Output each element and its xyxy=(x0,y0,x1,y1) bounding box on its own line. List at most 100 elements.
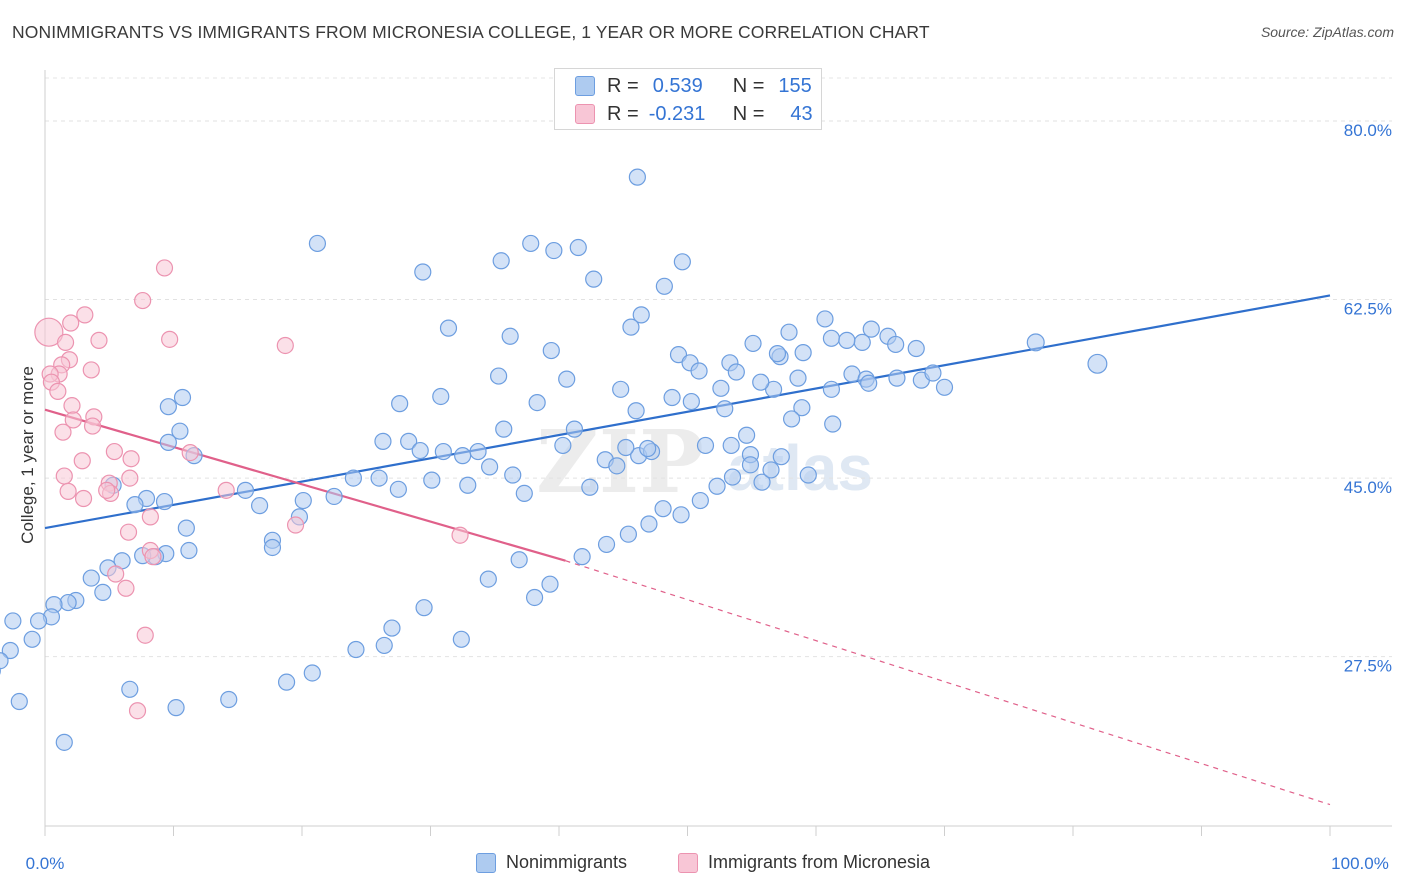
point-nonimmigrants xyxy=(824,415,842,433)
point-nonimmigrants xyxy=(423,471,441,489)
point-nonimmigrants xyxy=(581,478,599,496)
point-nonimmigrants xyxy=(1026,333,1045,352)
stats-box: R = 0.539 N = 155 R = -0.231 N = 43 xyxy=(554,68,822,130)
point-nonimmigrants xyxy=(490,367,508,385)
point-nonimmigrants xyxy=(495,420,513,438)
point-nonimmigrants xyxy=(741,456,760,474)
point-nonimmigrants xyxy=(744,334,762,353)
point-nonimmigrants xyxy=(723,468,742,486)
point-nonimmigrants xyxy=(738,426,756,444)
point-nonimmigrants xyxy=(627,402,645,420)
point-nonimmigrants xyxy=(23,630,41,648)
point-micronesia xyxy=(134,291,152,310)
point-nonimmigrants xyxy=(612,380,630,398)
point-micronesia xyxy=(76,306,94,324)
point-nonimmigrants xyxy=(708,477,726,495)
point-nonimmigrants xyxy=(155,492,174,511)
point-micronesia xyxy=(181,443,199,462)
trend-line-micronesia-extension xyxy=(565,560,1331,806)
point-micronesia xyxy=(122,450,140,468)
point-nonimmigrants xyxy=(924,364,942,382)
point-nonimmigrants xyxy=(617,438,635,457)
chart-title: NONIMMIGRANTS VS IMMIGRANTS FROM MICRONE… xyxy=(12,22,930,42)
point-micronesia xyxy=(90,331,108,349)
n-label: N = xyxy=(732,74,765,97)
point-micronesia xyxy=(105,442,123,461)
point-nonimmigrants xyxy=(799,466,817,484)
point-nonimmigrants xyxy=(569,238,587,257)
r-value-nonimmigrants: 0.539 xyxy=(652,74,703,97)
point-micronesia xyxy=(62,314,80,332)
legend-label-nonimmigrants: Nonimmigrants xyxy=(506,852,628,872)
point-nonimmigrants xyxy=(452,630,470,648)
point-nonimmigrants xyxy=(180,541,198,560)
point-micronesia xyxy=(34,317,64,347)
point-nonimmigrants xyxy=(528,393,546,412)
legend-swatch-blue xyxy=(476,852,496,873)
r-label: R = xyxy=(607,74,639,97)
point-micronesia xyxy=(82,361,100,379)
point-nonimmigrants xyxy=(768,345,787,363)
n-label: N = xyxy=(732,102,765,125)
point-nonimmigrants xyxy=(853,333,871,352)
point-nonimmigrants xyxy=(764,380,783,398)
point-nonimmigrants xyxy=(59,593,77,612)
x-tick-label-max: 100.0% xyxy=(1331,854,1389,873)
point-nonimmigrants xyxy=(565,420,584,438)
point-nonimmigrants xyxy=(780,323,798,341)
y-tick-label: 62.5% xyxy=(1344,300,1392,319)
point-nonimmigrants xyxy=(822,380,841,398)
point-nonimmigrants xyxy=(325,487,343,506)
y-tick-label: 80.0% xyxy=(1344,121,1392,140)
point-micronesia xyxy=(54,423,72,441)
point-nonimmigrants xyxy=(414,263,432,281)
point-nonimmigrants xyxy=(522,234,540,253)
point-micronesia xyxy=(64,411,82,429)
point-nonimmigrants xyxy=(663,388,681,407)
point-nonimmigrants xyxy=(347,640,365,659)
point-nonimmigrants xyxy=(469,442,487,461)
point-nonimmigrants xyxy=(375,636,393,655)
point-micronesia xyxy=(217,481,235,499)
point-nonimmigrants xyxy=(585,270,603,288)
point-nonimmigrants xyxy=(822,329,841,347)
point-micronesia xyxy=(74,489,93,508)
point-micronesia xyxy=(451,526,469,544)
point-nonimmigrants xyxy=(167,699,185,717)
point-nonimmigrants xyxy=(673,253,691,271)
point-nonimmigrants xyxy=(4,612,22,630)
point-nonimmigrants xyxy=(888,369,906,387)
r-value-micronesia: -0.231 xyxy=(648,102,706,125)
point-nonimmigrants xyxy=(669,346,688,364)
point-micronesia xyxy=(56,333,75,352)
point-nonimmigrants xyxy=(29,612,48,630)
n-value-nonimmigrants: 155 xyxy=(778,74,812,97)
point-nonimmigrants xyxy=(126,496,144,514)
y-axis-label: College, 1 year or more xyxy=(18,366,37,544)
point-nonimmigrants xyxy=(294,491,312,510)
point-nonimmigrants xyxy=(344,469,362,487)
point-nonimmigrants xyxy=(691,491,709,510)
legend-label-micronesia: Immigrants from Micronesia xyxy=(708,852,931,872)
point-nonimmigrants xyxy=(907,339,925,358)
point-nonimmigrants xyxy=(171,422,189,440)
point-nonimmigrants xyxy=(1,641,19,660)
point-nonimmigrants xyxy=(794,344,812,362)
point-nonimmigrants xyxy=(400,432,418,450)
point-nonimmigrants xyxy=(712,379,730,397)
point-nonimmigrants xyxy=(639,439,657,458)
point-nonimmigrants xyxy=(716,400,734,418)
point-nonimmigrants xyxy=(682,392,700,411)
legend-item-nonimmigrants[interactable]: Nonimmigrants xyxy=(476,852,627,873)
nonimmigrants-swatch xyxy=(575,76,595,96)
point-micronesia xyxy=(119,523,138,541)
point-nonimmigrants xyxy=(55,733,73,751)
stats-row-nonimmigrants: R = 0.539 N = 155 xyxy=(575,72,812,100)
legend-item-micronesia[interactable]: Immigrants from Micronesia xyxy=(678,852,930,873)
y-tick-label: 27.5% xyxy=(1344,657,1392,676)
point-nonimmigrants xyxy=(510,551,528,569)
point-nonimmigrants xyxy=(782,410,801,428)
point-nonimmigrants xyxy=(82,569,100,587)
point-nonimmigrants xyxy=(622,318,640,336)
point-nonimmigrants xyxy=(608,457,626,475)
